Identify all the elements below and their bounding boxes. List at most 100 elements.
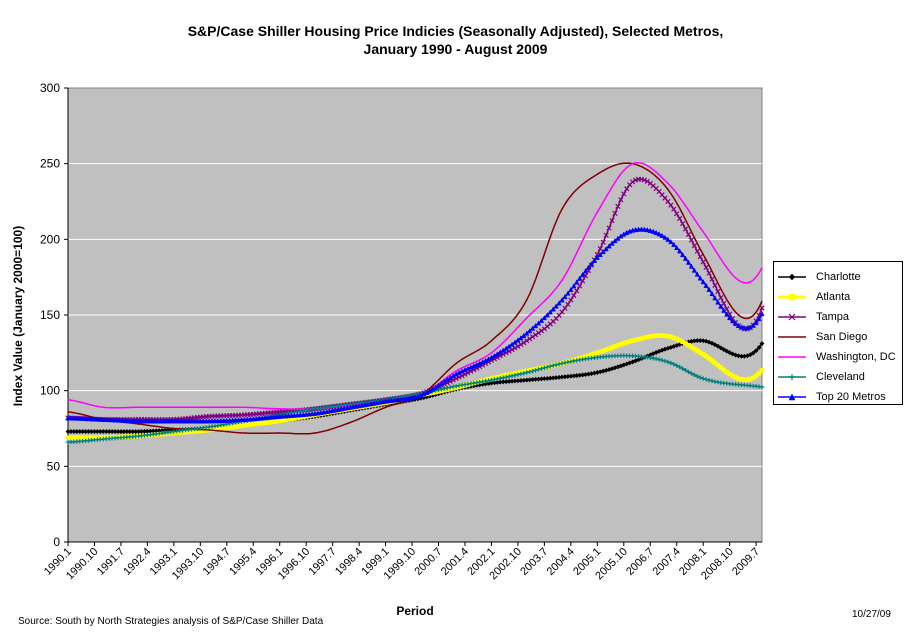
- data-point: [67, 441, 69, 443]
- series-marker: [588, 261, 595, 267]
- data-point: [67, 436, 69, 439]
- series-marker: [759, 310, 765, 317]
- data-point: [631, 355, 634, 357]
- series-marker: [603, 246, 609, 252]
- y-tick-label: 100: [40, 384, 60, 398]
- data-point: [243, 406, 246, 409]
- series-marker: [556, 361, 562, 367]
- data-point: [349, 421, 352, 424]
- series-marker: [703, 377, 709, 382]
- legend-marker: [788, 313, 796, 321]
- chart-title-line1: S&P/Case Shiller Housing Price Indicies …: [187, 23, 724, 39]
- y-tick-label: 150: [40, 308, 60, 322]
- x-axis-label: Period: [396, 604, 434, 618]
- data-point: [490, 356, 493, 359]
- series-marker: [709, 378, 715, 384]
- series-marker: [715, 288, 721, 295]
- data-point: [596, 253, 599, 256]
- data-point: [455, 377, 457, 380]
- series-marker: [682, 226, 689, 232]
- x-tick-label: 2007.4: [651, 546, 683, 578]
- data-point: [631, 229, 634, 232]
- series-marker: [541, 314, 547, 321]
- series-marker: [641, 226, 647, 232]
- legend-item: Tampa: [774, 307, 902, 327]
- data-point: [314, 432, 316, 434]
- y-axis-label: Index Value (January 2000=100): [11, 225, 25, 407]
- y-tick-label: 300: [40, 81, 60, 95]
- legend-label: Charlotte: [816, 271, 861, 283]
- legend-label: Top 20 Metros: [816, 391, 886, 403]
- series-marker: [653, 229, 659, 235]
- data-point: [278, 432, 281, 434]
- series-marker: [659, 232, 665, 238]
- series-marker: [688, 263, 695, 269]
- series-marker: [691, 243, 697, 249]
- series-marker: [556, 300, 562, 306]
- data-point: [631, 361, 634, 363]
- data-point: [667, 238, 669, 241]
- data-point: [667, 200, 669, 203]
- data-point: [490, 379, 493, 381]
- y-tick-label: 250: [40, 157, 60, 171]
- legend-swatch: [778, 313, 806, 321]
- y-tick-label: 50: [47, 459, 61, 473]
- series-marker: [653, 356, 659, 362]
- x-tick-label: 2006.7: [624, 546, 656, 578]
- series-marker: [671, 361, 676, 367]
- data-point: [314, 408, 316, 410]
- data-point: [137, 420, 140, 422]
- series-marker: [551, 363, 556, 368]
- series-marker: [721, 307, 727, 313]
- series-marker: [574, 288, 580, 294]
- legend-marker: [788, 293, 796, 301]
- data-point: [737, 279, 740, 281]
- y-tick-label: 200: [40, 232, 60, 246]
- series-marker: [498, 376, 503, 381]
- legend-item: Washington, DC: [774, 347, 902, 367]
- data-point: [737, 314, 740, 316]
- series-marker: [571, 283, 577, 289]
- series-marker: [703, 264, 709, 271]
- series-marker: [577, 275, 583, 281]
- series-marker: [697, 275, 703, 281]
- data-point: [173, 430, 175, 433]
- data-point: [596, 352, 599, 354]
- series-marker: [724, 311, 730, 317]
- series-marker: [600, 239, 606, 245]
- data-point: [561, 279, 563, 281]
- series-marker: [562, 305, 568, 311]
- series-marker: [759, 367, 765, 373]
- data-point: [102, 406, 105, 409]
- series-marker: [753, 348, 759, 354]
- data-point: [349, 403, 352, 406]
- data-point: [243, 418, 246, 421]
- series-marker: [539, 366, 544, 371]
- series-marker: [565, 301, 571, 307]
- series-marker: [591, 257, 597, 263]
- data-point: [173, 427, 175, 430]
- x-tick-label: 2004.4: [545, 546, 577, 578]
- series-marker: [756, 344, 762, 351]
- data-point: [702, 261, 704, 263]
- series-marker: [609, 217, 615, 224]
- series-marker: [753, 319, 759, 326]
- series-marker: [679, 251, 686, 258]
- data-point: [596, 211, 599, 213]
- data-point: [561, 208, 563, 210]
- series-marker: [568, 286, 574, 293]
- series-marker: [597, 246, 603, 252]
- series-marker: [679, 221, 686, 227]
- series-marker: [562, 360, 568, 366]
- series-marker: [574, 279, 580, 285]
- data-point: [667, 182, 669, 185]
- series-marker: [677, 364, 682, 370]
- x-tick-label: 1995.4: [227, 546, 259, 578]
- series-marker: [685, 259, 692, 265]
- data-point: [561, 311, 563, 313]
- data-point: [67, 398, 69, 401]
- series-marker: [597, 251, 603, 258]
- series-marker: [553, 362, 559, 367]
- series-marker: [532, 322, 539, 329]
- series-marker: [694, 271, 700, 277]
